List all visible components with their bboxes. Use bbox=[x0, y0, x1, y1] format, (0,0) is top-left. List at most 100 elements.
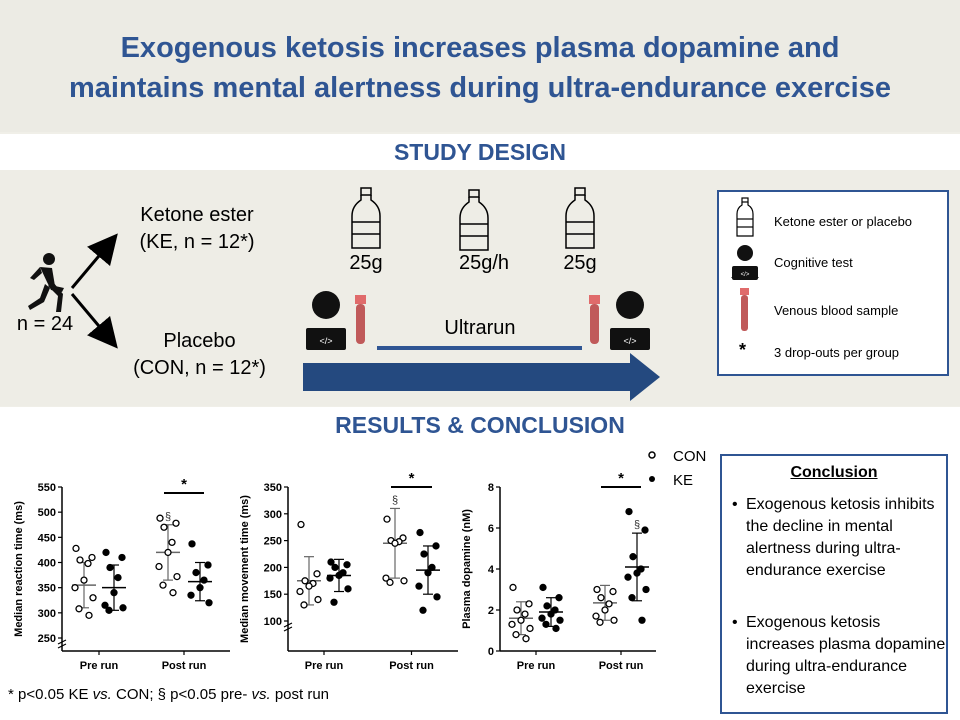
study-design-heading: STUDY DESIGN bbox=[393, 139, 567, 165]
con-data-point bbox=[526, 624, 534, 633]
con-data-point bbox=[75, 605, 83, 613]
con-group-label: Placebo (CON, n = 12*) bbox=[122, 328, 277, 382]
con-line-2: (CON, n = 12*) bbox=[133, 357, 266, 379]
ke-data-point bbox=[343, 561, 351, 569]
con-data-point bbox=[313, 570, 321, 578]
blood-tube-icon-1 bbox=[355, 295, 366, 344]
ke-data-point bbox=[624, 573, 632, 581]
significance-star: * bbox=[181, 476, 187, 493]
ke-data-point bbox=[416, 528, 424, 537]
title-line-2: maintains mental alertness during ultra-… bbox=[69, 72, 891, 104]
con-data-point bbox=[383, 515, 391, 523]
ke-data-point bbox=[628, 594, 636, 602]
study-design-graphics: </> </> bbox=[28, 187, 660, 401]
conclusion-box: Conclusion • Exogenous ketosis inhibits … bbox=[720, 454, 948, 714]
runner-icon bbox=[28, 253, 64, 312]
title-line-1: Exogenous ketosis increases plasma dopam… bbox=[120, 32, 840, 64]
ke-data-point bbox=[200, 576, 208, 584]
con-data-point bbox=[88, 553, 96, 562]
study-design-band bbox=[0, 134, 960, 170]
con-data-point bbox=[314, 595, 322, 604]
title-band bbox=[0, 0, 960, 132]
svg-text:</>: </> bbox=[319, 336, 332, 346]
y-axis-label: Median reaction time (ms) bbox=[13, 501, 25, 637]
footnote-part-b: CON; § p<0.05 pre- bbox=[111, 686, 252, 703]
axis-break-1 bbox=[57, 639, 67, 649]
con-data-point bbox=[382, 574, 390, 582]
ke-data-point bbox=[330, 598, 338, 606]
ke-data-point bbox=[432, 542, 440, 550]
design-legend: </> Ketone ester or placebo Cognitive te… bbox=[717, 190, 949, 376]
con-line-1: Placebo bbox=[163, 330, 236, 352]
chart-2: 100 150 200 250 300 350 Median movement time (… bbox=[239, 470, 458, 672]
ke-data-point bbox=[633, 569, 641, 577]
con-data-point bbox=[169, 589, 177, 597]
ke-data-point bbox=[119, 604, 127, 612]
con-data-point bbox=[305, 582, 313, 590]
group-legend-markers bbox=[648, 451, 656, 482]
blood-tube-icon-2 bbox=[589, 295, 600, 344]
ke-data-point bbox=[629, 553, 637, 561]
ke-data-point bbox=[420, 550, 428, 558]
con-data-point bbox=[71, 584, 79, 592]
ke-data-point bbox=[625, 507, 633, 516]
y-tick-label: 0 bbox=[488, 646, 494, 658]
ke-data-point bbox=[192, 568, 200, 577]
ke-data-point bbox=[556, 616, 564, 624]
bottle-icon-3 bbox=[565, 187, 595, 249]
timeline-arrow bbox=[303, 353, 660, 401]
con-data-point bbox=[512, 630, 520, 639]
legend-bottle-icon bbox=[736, 197, 754, 237]
x-tick-label: Pre run bbox=[517, 660, 556, 672]
con-data-point bbox=[517, 616, 525, 624]
con-data-point bbox=[400, 577, 408, 585]
ke-data-point bbox=[110, 589, 118, 597]
y-tick-label: 4 bbox=[488, 564, 495, 576]
results-charts: 250 300 350 400 450 500 550 Median reaction tim… bbox=[13, 470, 656, 672]
ke-data-point bbox=[114, 573, 122, 582]
y-tick-label: 100 bbox=[264, 616, 282, 628]
con-data-point bbox=[609, 587, 617, 596]
con-data-point bbox=[610, 616, 618, 624]
y-axis-label: Median movement time (ms) bbox=[239, 495, 251, 643]
results-heading: RESULTS & CONCLUSION bbox=[335, 412, 625, 438]
con-data-point bbox=[297, 520, 305, 529]
legend-cognitive-icon: </> bbox=[731, 245, 759, 280]
con-data-point bbox=[80, 576, 88, 584]
legend-con-marker bbox=[648, 451, 656, 459]
ke-data-point bbox=[415, 582, 423, 590]
conclusion-bullet-1: • Exogenous ketosis inhibits the decline… bbox=[732, 494, 942, 582]
con-data-point bbox=[84, 559, 92, 568]
con-data-point bbox=[509, 583, 517, 592]
footnote-vs-1: vs. bbox=[92, 686, 112, 703]
ke-data-point bbox=[552, 624, 560, 633]
ke-data-point bbox=[118, 553, 126, 562]
chart-1: 250 300 350 400 450 500 550 Median reaction tim… bbox=[13, 476, 230, 672]
page-title: Exogenous ketosis increases plasma dopam… bbox=[0, 28, 960, 108]
con-data-point bbox=[508, 620, 516, 629]
significance-star: * bbox=[409, 470, 415, 487]
dose-2-label: 25g/h bbox=[458, 252, 510, 274]
x-tick-label: Pre run bbox=[80, 660, 119, 672]
ke-data-point bbox=[542, 620, 550, 629]
con-data-point bbox=[597, 594, 605, 602]
ke-data-point bbox=[638, 616, 646, 624]
con-data-point bbox=[159, 581, 167, 589]
ke-data-point bbox=[331, 563, 339, 572]
ke-data-point bbox=[555, 594, 563, 602]
con-data-point bbox=[391, 539, 399, 547]
y-tick-label: 150 bbox=[264, 589, 282, 601]
ke-data-point bbox=[101, 601, 109, 609]
bullet-dot-1: • bbox=[732, 496, 738, 513]
y-tick-label: 400 bbox=[38, 558, 56, 570]
y-tick-label: 350 bbox=[38, 583, 56, 595]
con-data-point bbox=[76, 556, 84, 564]
legend-cognitive-text: Cognitive test bbox=[774, 255, 853, 270]
x-tick-label: Pre run bbox=[305, 660, 344, 672]
ke-data-point bbox=[433, 593, 441, 601]
legend-bottle-text: Ketone ester or placebo bbox=[774, 214, 913, 229]
con-data-point bbox=[386, 578, 394, 587]
ke-data-point bbox=[642, 585, 650, 594]
con-data-point bbox=[89, 594, 97, 602]
ke-data-point bbox=[188, 540, 196, 548]
